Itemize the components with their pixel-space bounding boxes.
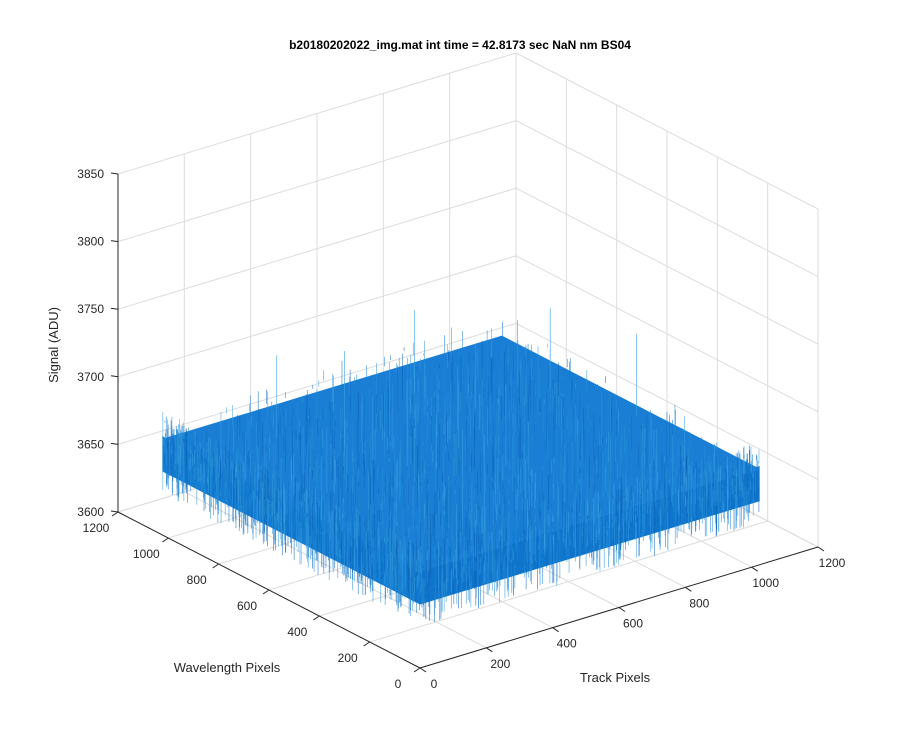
z-tick-mark [110, 172, 119, 175]
x-tick-label: 800 [689, 596, 709, 610]
x-tick-mark [751, 566, 758, 572]
tick-labels: 0 200 400 600 800 1000 1200 0 200 400 600 800 1000 12… [77, 167, 845, 691]
x-tick-label: 400 [557, 637, 577, 651]
grid-line-z-right [515, 322, 819, 480]
chart-title: b20180202022_img.mat int time = 42.8173 … [289, 38, 631, 52]
x-tick-label: 600 [623, 617, 643, 631]
y-tick-label: 1000 [133, 547, 160, 561]
y-tick-label: 0 [395, 677, 402, 691]
grid-line-y-floor [369, 520, 768, 643]
z-tick-label: 3650 [77, 437, 104, 451]
z-axis-label: Signal (ADU) [46, 307, 61, 383]
y-tick-mark [363, 641, 370, 647]
y-tick-mark [313, 615, 320, 621]
z-tick-mark [110, 240, 119, 243]
grid-line-z-back [117, 255, 517, 378]
x-tick-mark [419, 667, 427, 673]
x-tick-mark [552, 627, 559, 633]
y-tick-label: 600 [237, 599, 257, 613]
x-tick-mark [817, 546, 825, 552]
z-tick-label: 3850 [77, 167, 104, 181]
y-tick-label: 800 [187, 573, 207, 587]
grid-line-z-right [515, 255, 819, 413]
z-tick-mark [110, 375, 119, 378]
grid-line-z-back [117, 322, 517, 445]
y-tick-mark [413, 667, 421, 673]
x-tick-mark [685, 586, 692, 592]
z-tick-label: 3750 [77, 302, 104, 316]
grid-line-z-right [515, 120, 819, 278]
z-tick-mark [110, 442, 119, 445]
y-tick-label: 1200 [83, 521, 110, 535]
axes [110, 172, 825, 673]
x-tick-mark [486, 647, 493, 653]
y-tick-mark [162, 537, 169, 543]
z-tick-label: 3600 [77, 505, 104, 519]
grid-line-z-back [117, 52, 517, 175]
y-tick-mark [111, 511, 119, 517]
x-tick-label: 1200 [819, 556, 846, 570]
y-tick-mark [262, 589, 270, 595]
y-tick-mark [212, 563, 219, 569]
grid-line-z-back [117, 187, 517, 310]
surface-plot [162, 307, 760, 623]
x-tick-label: 200 [490, 657, 510, 671]
grid-line-z-back [117, 120, 517, 243]
x-tick-label: 1000 [752, 576, 779, 590]
y-tick-label: 200 [338, 651, 358, 665]
x-axis-label: Track Pixels [580, 670, 651, 685]
z-tick-label: 3800 [77, 235, 104, 249]
z-tick-label: 3700 [77, 370, 104, 384]
x-tick-mark [618, 607, 626, 612]
x-tick-label: 0 [431, 677, 438, 691]
grid-line-z-right [515, 52, 819, 210]
z-tick-mark [110, 307, 119, 310]
grid-line-z-right [515, 187, 819, 345]
y-axis-label: Wavelength Pixels [174, 660, 281, 675]
z-tick-mark [110, 510, 119, 513]
y-tick-label: 400 [287, 625, 307, 639]
